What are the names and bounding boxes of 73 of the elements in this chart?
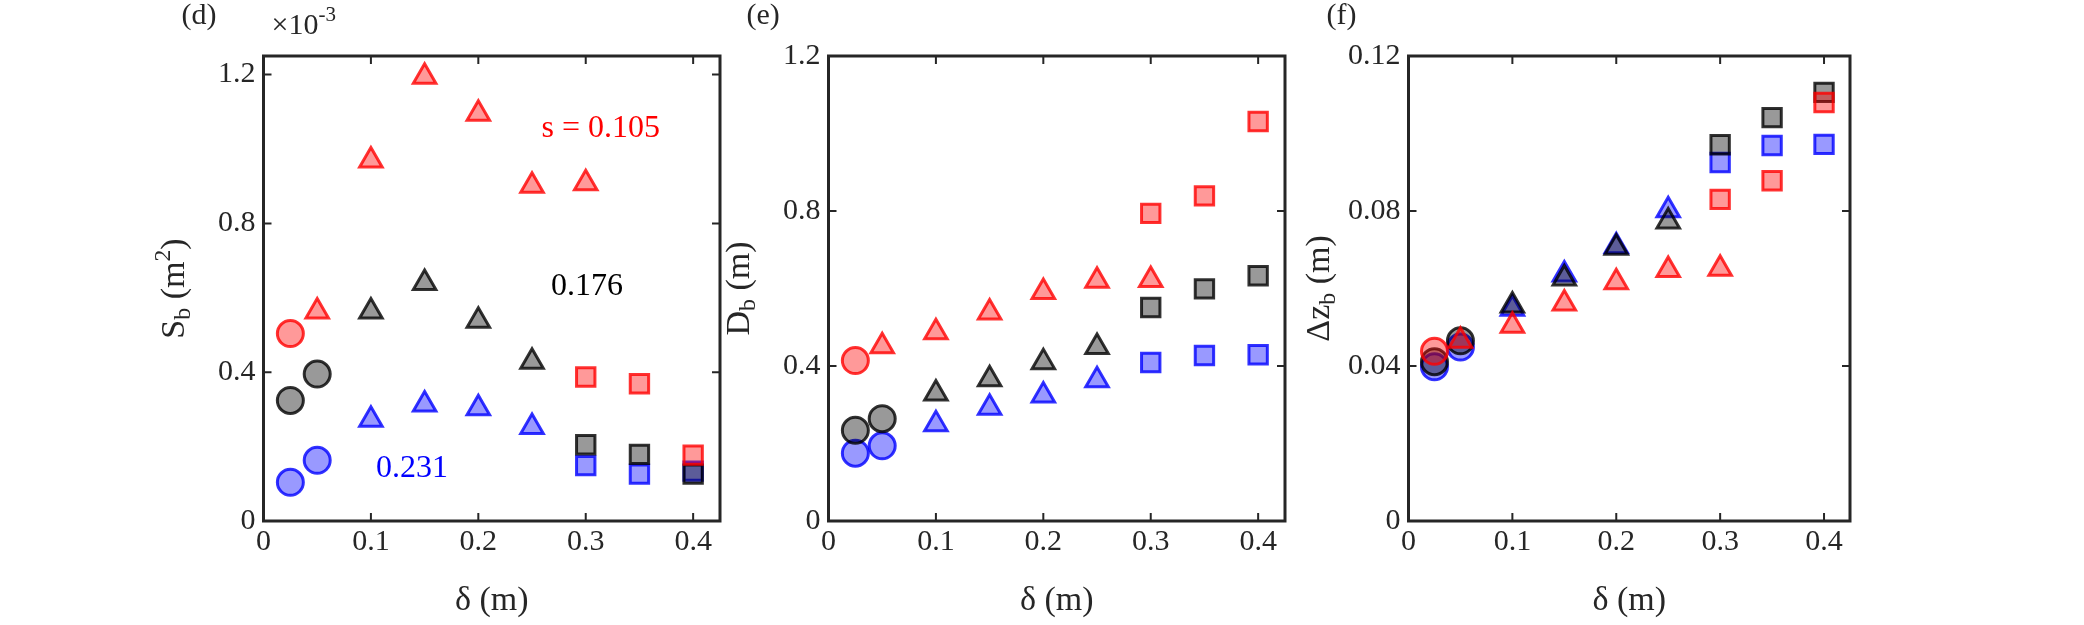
- point: [1084, 365, 1110, 389]
- point: [923, 409, 949, 433]
- point: [411, 268, 438, 291]
- chart-title: (f): [1326, 0, 1357, 31]
- point: [465, 99, 492, 122]
- series-label: 0.231: [376, 448, 449, 485]
- x-tick-label: 0.4: [1805, 522, 1843, 556]
- x-tick-label: 0.2: [1597, 522, 1636, 556]
- y-axis-title: Db (m): [719, 241, 761, 336]
- point: [575, 366, 597, 388]
- y-axis-title: Δzb (m): [1299, 235, 1341, 342]
- point: [1137, 265, 1164, 288]
- y-axis-title: Sb (m2): [148, 238, 196, 339]
- point: [628, 463, 651, 485]
- y-tick-label: 0: [805, 501, 821, 535]
- x-tick-label: 0.2: [1024, 522, 1063, 556]
- x-axis-title: δ (m): [1592, 579, 1667, 618]
- point: [976, 393, 1003, 416]
- point: [358, 297, 384, 320]
- point: [572, 168, 599, 192]
- y-tick-label: 0: [1385, 501, 1401, 535]
- point: [1193, 185, 1216, 207]
- y-tick-label: 0: [240, 501, 256, 535]
- x-tick-label: 0.1: [352, 522, 390, 556]
- chart-title: (e): [746, 0, 780, 31]
- point: [628, 373, 651, 395]
- y-tick-label: 1.2: [218, 55, 256, 89]
- x-axis-title: δ (m): [1019, 579, 1094, 618]
- point: [275, 385, 305, 415]
- point: [302, 359, 332, 389]
- point: [575, 434, 597, 456]
- y-tick-label: 0.4: [783, 346, 821, 380]
- point: [411, 62, 438, 85]
- point: [976, 298, 1003, 321]
- point: [1140, 202, 1162, 225]
- x-tick-label: 0.3: [1701, 522, 1739, 556]
- x-tick-label: 0.1: [1493, 522, 1532, 556]
- point: [1084, 266, 1110, 289]
- series-label: 0.176: [551, 266, 624, 303]
- point: [358, 146, 384, 169]
- y-tick-label: 0.12: [1348, 36, 1401, 70]
- point: [1084, 332, 1110, 356]
- x-tick-label: 0.3: [566, 522, 605, 556]
- point: [302, 445, 332, 475]
- point: [465, 306, 492, 329]
- x-tick-label: 0.4: [674, 522, 712, 556]
- point: [628, 443, 651, 466]
- point: [923, 379, 949, 402]
- x-tick-label: 0.1: [917, 522, 955, 556]
- x-tick-label: 0.2: [459, 522, 498, 556]
- series-label: s = 0.105: [541, 107, 660, 144]
- x-axis-title: δ (m): [454, 579, 529, 618]
- y-tick-label: 0.4: [218, 353, 256, 387]
- x-tick-label: 0.3: [1131, 522, 1170, 556]
- y-tick-label: 1.2: [783, 36, 821, 70]
- point: [575, 454, 597, 477]
- point: [519, 171, 545, 194]
- point: [1030, 380, 1057, 404]
- y-tick-label: 0.8: [783, 191, 821, 225]
- point: [304, 297, 330, 320]
- point: [923, 317, 949, 341]
- point: [1247, 110, 1269, 133]
- point: [275, 467, 305, 497]
- point: [869, 331, 895, 355]
- y-tick-label: 0.08: [1348, 191, 1401, 225]
- chart-title: (d): [181, 0, 217, 31]
- y-tick-label: 0.8: [218, 204, 256, 238]
- point: [1030, 347, 1057, 371]
- point: [682, 444, 704, 466]
- x-tick-label: 0.4: [1239, 522, 1277, 556]
- point: [1030, 277, 1057, 300]
- point: [976, 364, 1003, 388]
- y-tick-label: 0.04: [1348, 346, 1401, 380]
